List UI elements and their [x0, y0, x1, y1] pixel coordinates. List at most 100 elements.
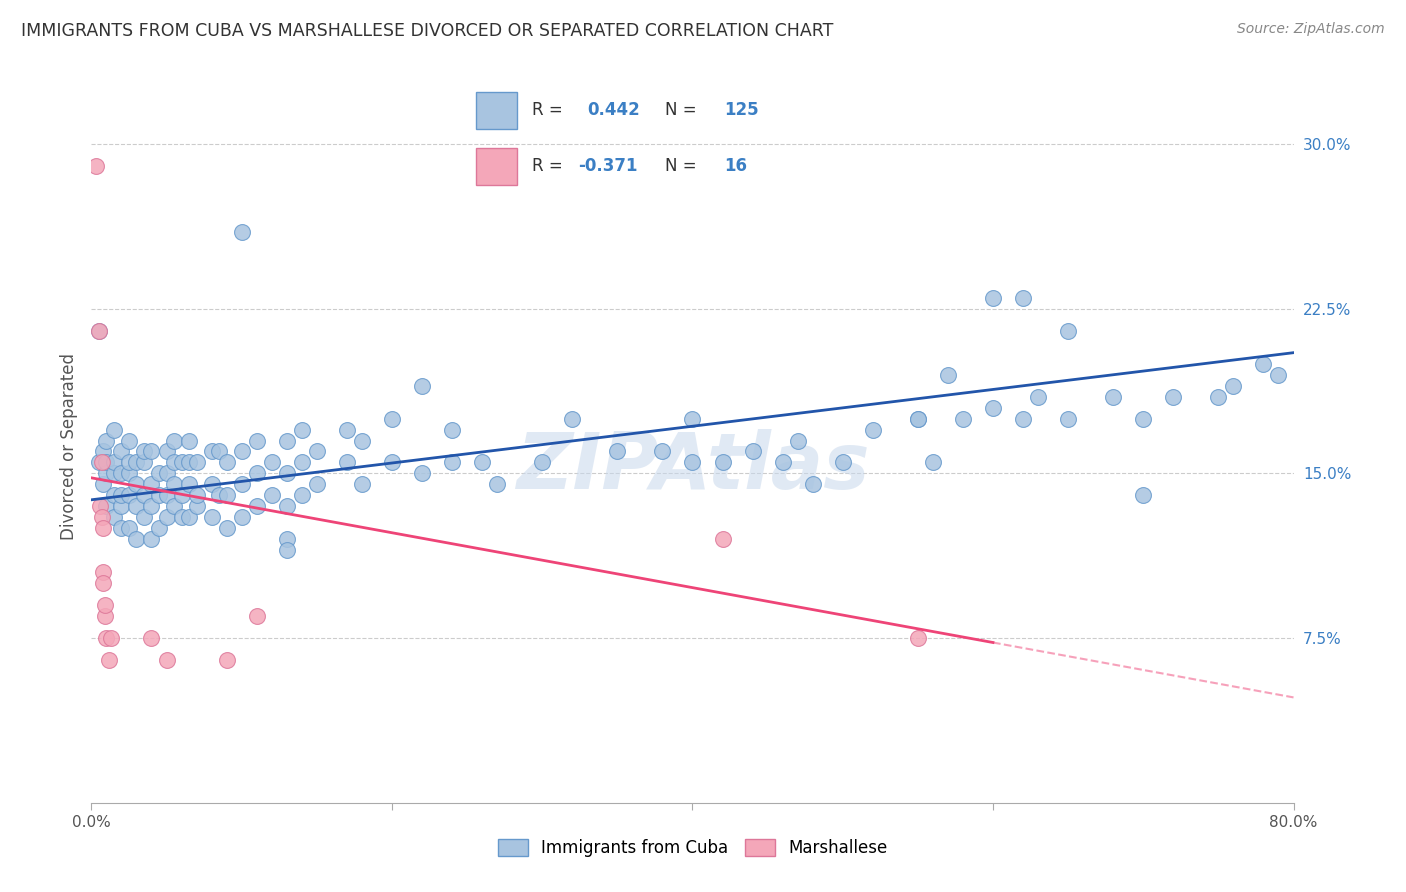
Point: [276, 533, 298, 547]
Point: [103, 510, 125, 524]
Text: 125: 125: [724, 102, 758, 120]
Point: [177, 455, 200, 469]
Point: [741, 444, 763, 458]
Point: [132, 444, 155, 458]
Point: [952, 411, 974, 425]
Point: [201, 477, 224, 491]
Point: [177, 434, 200, 448]
Point: [125, 500, 148, 514]
Point: [907, 411, 929, 425]
Point: [94, 598, 117, 612]
Point: [141, 631, 163, 645]
Point: [163, 434, 186, 448]
Point: [186, 488, 208, 502]
Point: [177, 510, 200, 524]
Point: [177, 477, 200, 491]
Point: [246, 467, 269, 481]
Point: [1161, 390, 1184, 404]
Y-axis label: Divorced or Separated: Divorced or Separated: [59, 352, 77, 540]
Point: [141, 444, 163, 458]
Point: [786, 434, 808, 448]
Point: [1208, 390, 1230, 404]
Point: [486, 477, 509, 491]
Point: [89, 500, 111, 514]
Point: [96, 467, 118, 481]
Point: [651, 444, 673, 458]
Point: [155, 488, 177, 502]
Point: [260, 488, 283, 502]
Point: [93, 566, 115, 580]
Point: [96, 500, 118, 514]
Point: [118, 455, 141, 469]
Point: [561, 411, 583, 425]
Point: [1132, 411, 1154, 425]
Text: N =: N =: [665, 157, 702, 175]
Point: [155, 653, 177, 667]
Text: 16: 16: [724, 157, 747, 175]
Point: [96, 455, 118, 469]
Point: [103, 423, 125, 437]
Point: [936, 368, 959, 382]
Point: [350, 477, 373, 491]
Point: [862, 423, 884, 437]
Point: [276, 434, 298, 448]
Text: R =: R =: [531, 157, 568, 175]
Point: [110, 521, 132, 535]
Point: [231, 477, 253, 491]
Text: ZIPAtlas: ZIPAtlas: [516, 429, 869, 506]
Point: [132, 488, 155, 502]
Point: [1057, 411, 1080, 425]
Point: [155, 510, 177, 524]
Point: [440, 455, 463, 469]
Point: [801, 477, 824, 491]
Point: [411, 467, 433, 481]
Point: [208, 488, 231, 502]
Point: [681, 411, 703, 425]
Point: [922, 455, 945, 469]
Point: [87, 324, 110, 338]
Point: [118, 488, 141, 502]
Point: [1253, 357, 1275, 371]
Point: [132, 510, 155, 524]
Point: [276, 543, 298, 558]
Point: [163, 500, 186, 514]
Point: [260, 455, 283, 469]
Point: [87, 455, 110, 469]
Text: 0.442: 0.442: [588, 102, 641, 120]
Point: [831, 455, 853, 469]
Point: [681, 455, 703, 469]
Point: [381, 411, 404, 425]
Point: [132, 455, 155, 469]
Point: [148, 488, 170, 502]
Point: [246, 609, 269, 624]
Point: [94, 609, 117, 624]
Point: [100, 631, 122, 645]
Text: IMMIGRANTS FROM CUBA VS MARSHALLESE DIVORCED OR SEPARATED CORRELATION CHART: IMMIGRANTS FROM CUBA VS MARSHALLESE DIVO…: [21, 22, 834, 40]
Point: [148, 467, 170, 481]
Point: [772, 455, 794, 469]
Point: [907, 631, 929, 645]
Point: [93, 576, 115, 591]
Point: [90, 455, 112, 469]
Point: [246, 434, 269, 448]
Text: -0.371: -0.371: [578, 157, 638, 175]
Point: [1132, 488, 1154, 502]
Point: [231, 225, 253, 239]
Point: [118, 434, 141, 448]
Point: [208, 444, 231, 458]
Point: [170, 488, 193, 502]
Point: [155, 444, 177, 458]
Point: [215, 488, 238, 502]
Point: [305, 444, 328, 458]
Point: [215, 455, 238, 469]
Point: [440, 423, 463, 437]
Point: [96, 434, 118, 448]
Point: [125, 455, 148, 469]
Text: R =: R =: [531, 102, 568, 120]
Point: [110, 467, 132, 481]
Point: [1222, 378, 1244, 392]
Point: [215, 521, 238, 535]
Point: [125, 533, 148, 547]
Point: [141, 533, 163, 547]
Point: [981, 401, 1004, 415]
